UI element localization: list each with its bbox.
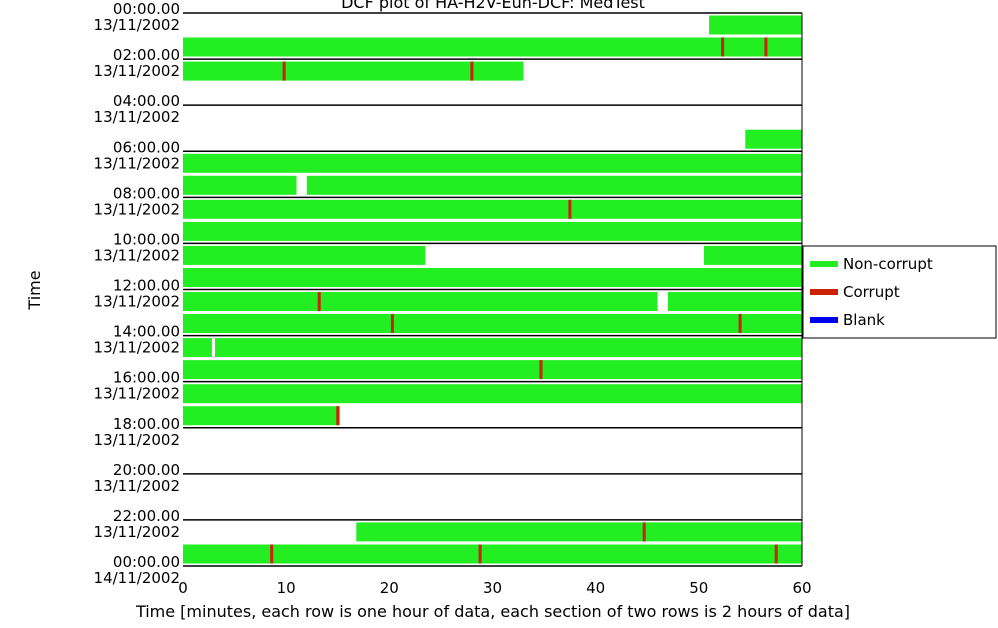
- noncorrupt-bar: [183, 199, 802, 219]
- noncorrupt-bar: [183, 544, 802, 564]
- corrupt-mark: [282, 61, 286, 81]
- noncorrupt-bar: [356, 522, 802, 542]
- legend-swatch: [810, 317, 838, 323]
- x-tick-label: 0: [178, 579, 188, 597]
- x-axis-label: Time [minutes, each row is one hour of d…: [135, 602, 850, 621]
- y-axis-label: Time: [25, 270, 44, 310]
- y-tick-date: 14/11/2002: [94, 569, 180, 587]
- y-tick-date: 13/11/2002: [94, 62, 180, 80]
- y-tick-date: 13/11/2002: [94, 200, 180, 218]
- y-tick-time: 16:00.00: [113, 369, 180, 387]
- corrupt-mark: [390, 314, 394, 333]
- timeline-rows: [183, 15, 802, 564]
- noncorrupt-bar: [183, 221, 802, 241]
- noncorrupt-bar: [709, 15, 802, 35]
- y-tick-date: 13/11/2002: [94, 154, 180, 172]
- y-tick-date: 13/11/2002: [94, 293, 180, 311]
- y-tick-time: 00:00.00: [113, 553, 180, 571]
- noncorrupt-bar: [183, 153, 802, 173]
- y-tick-time: 04:00.00: [113, 92, 180, 110]
- noncorrupt-bar: [183, 245, 426, 265]
- y-tick-date: 13/11/2002: [94, 477, 180, 495]
- noncorrupt-bar: [183, 406, 340, 426]
- legend-label: Non-corrupt: [843, 255, 933, 273]
- noncorrupt-bar: [183, 268, 802, 287]
- section-gridlines: [183, 12, 803, 567]
- noncorrupt-bar: [183, 61, 524, 81]
- noncorrupt-bar: [745, 129, 802, 149]
- corrupt-mark: [470, 61, 474, 81]
- y-tick-date: 13/11/2002: [94, 523, 180, 541]
- x-tick-label: 50: [689, 579, 708, 597]
- legend-swatch: [810, 289, 838, 295]
- y-tick-time: 20:00.00: [113, 461, 180, 479]
- chart-title: DCF plot of HA-H2V-Eun-DCF: MedTest: [341, 0, 645, 12]
- corrupt-mark: [774, 544, 778, 564]
- y-tick-time: 02:00.00: [113, 46, 180, 64]
- legend: Non-corrupt Corrupt Blank: [802, 245, 997, 339]
- y-tick-date: 13/11/2002: [94, 246, 180, 264]
- legend-label: Corrupt: [843, 283, 900, 301]
- y-tick-labels: 00:00.0013/11/200202:00.0013/11/200204:0…: [94, 0, 180, 587]
- x-tick-label: 20: [380, 579, 399, 597]
- corrupt-mark: [642, 522, 646, 542]
- corrupt-mark: [539, 360, 543, 380]
- y-tick-time: 22:00.00: [113, 507, 180, 525]
- y-tick-date: 13/11/2002: [94, 108, 180, 126]
- x-tick-label: 40: [586, 579, 605, 597]
- noncorrupt-bar: [183, 37, 802, 57]
- corrupt-mark: [568, 199, 572, 219]
- noncorrupt-bar: [183, 338, 212, 358]
- x-tick-label: 10: [277, 579, 296, 597]
- corrupt-mark: [721, 37, 725, 57]
- noncorrupt-bar: [183, 384, 802, 404]
- x-tick-labels: 0 10 20 30 40 50 60: [178, 579, 811, 597]
- y-tick-time: 14:00.00: [113, 323, 180, 341]
- y-tick-time: 10:00.00: [113, 230, 180, 248]
- noncorrupt-bar: [183, 292, 658, 311]
- noncorrupt-bar: [704, 245, 802, 265]
- y-tick-time: 18:00.00: [113, 415, 180, 433]
- legend-swatch: [810, 261, 838, 267]
- corrupt-mark: [478, 544, 482, 564]
- corrupt-mark: [336, 406, 340, 426]
- noncorrupt-bar: [306, 175, 802, 195]
- corrupt-mark: [270, 544, 274, 564]
- x-tick-label: 30: [483, 579, 502, 597]
- y-tick-date: 13/11/2002: [94, 385, 180, 403]
- noncorrupt-bar: [183, 314, 802, 333]
- noncorrupt-bar: [667, 292, 802, 311]
- y-tick-time: 00:00.00: [113, 0, 180, 18]
- noncorrupt-bar: [183, 360, 802, 380]
- y-tick-date: 13/11/2002: [94, 431, 180, 449]
- noncorrupt-bar: [183, 175, 297, 195]
- noncorrupt-bar: [215, 338, 802, 358]
- y-tick-time: 06:00.00: [113, 138, 180, 156]
- legend-label: Blank: [843, 311, 885, 329]
- y-tick-time: 08:00.00: [113, 184, 180, 202]
- y-tick-date: 13/11/2002: [94, 16, 180, 34]
- x-tick-label: 60: [792, 579, 811, 597]
- corrupt-mark: [764, 37, 768, 57]
- y-tick-time: 12:00.00: [113, 277, 180, 295]
- corrupt-mark: [738, 314, 742, 333]
- corrupt-mark: [317, 292, 321, 311]
- y-tick-date: 13/11/2002: [94, 339, 180, 357]
